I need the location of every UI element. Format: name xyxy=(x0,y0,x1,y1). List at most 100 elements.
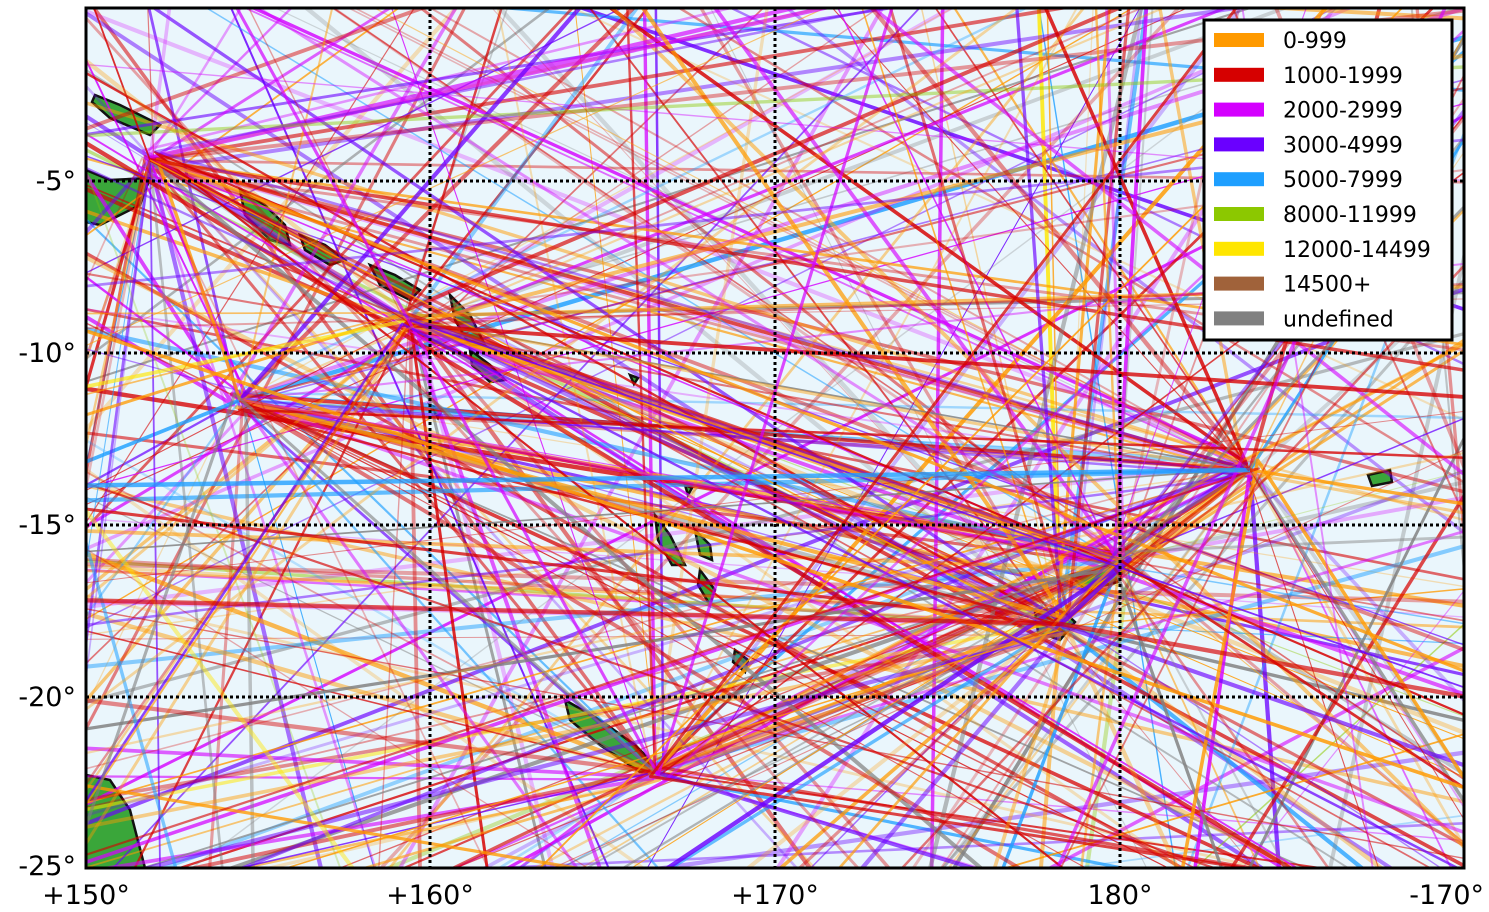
ship-track xyxy=(86,140,1294,868)
ship-track xyxy=(428,8,1251,471)
ship-track xyxy=(86,594,1267,868)
ship-track xyxy=(1241,589,1464,868)
ship-track xyxy=(1248,469,1464,805)
x-tick-label: +160° xyxy=(386,880,474,911)
ship-track xyxy=(667,623,1061,868)
ship-track xyxy=(86,113,1266,868)
ship-track xyxy=(900,263,1464,868)
land-small-1 xyxy=(627,372,640,387)
ship-track xyxy=(148,158,984,868)
ship-track xyxy=(148,8,172,161)
ship-track xyxy=(648,8,1255,868)
ship-track xyxy=(86,467,1251,488)
ship-track xyxy=(139,630,1064,868)
ship-track xyxy=(1328,247,1464,868)
ship-track xyxy=(418,8,1121,562)
ship-track xyxy=(86,482,1218,868)
ship-track xyxy=(86,507,1061,627)
ship-track xyxy=(1114,8,1287,868)
x-tick-label: +170° xyxy=(731,880,819,911)
ship-track xyxy=(86,507,356,868)
ship-track xyxy=(149,8,1143,632)
ship-track xyxy=(86,159,152,496)
ship-track xyxy=(262,8,769,868)
ship-track xyxy=(86,159,1259,477)
ship-track xyxy=(411,8,955,868)
ship-track xyxy=(86,608,1464,860)
ship-track xyxy=(869,8,1252,472)
ship-track xyxy=(86,328,1464,790)
legend-label: 0-999 xyxy=(1283,29,1347,54)
legend-label: 1000-1999 xyxy=(1283,64,1403,89)
ship-track xyxy=(255,8,1126,557)
ship-track xyxy=(86,167,342,868)
legend-label: undefined xyxy=(1283,307,1394,332)
ship-track xyxy=(237,461,1248,868)
ship-track xyxy=(86,8,765,665)
ship-track xyxy=(744,468,1252,868)
ship-track xyxy=(1113,468,1464,554)
ship-track xyxy=(1037,8,1062,626)
ship-track xyxy=(709,8,1148,868)
ship-track xyxy=(1094,8,1122,561)
ship-track xyxy=(86,631,1070,868)
x-tick-label: +150° xyxy=(42,880,130,911)
ship-track xyxy=(86,598,1464,699)
ship-track xyxy=(642,8,657,773)
y-axis-labels: -5° -10° -15° -20° -25° xyxy=(18,166,76,882)
x-tick-label: -170° xyxy=(1409,880,1484,911)
ship-track xyxy=(149,159,1059,868)
legend-swatch xyxy=(1214,207,1264,221)
ship-track xyxy=(86,159,151,366)
legend-label: 8000-11999 xyxy=(1283,203,1417,228)
ship-track xyxy=(570,8,1464,422)
ship-track xyxy=(155,157,1464,673)
ship-track xyxy=(1001,559,1122,868)
ship-track xyxy=(86,468,1251,817)
ship-track xyxy=(86,159,152,654)
ship-track xyxy=(1002,733,1464,868)
ship-track xyxy=(86,68,1350,868)
legend-swatch xyxy=(1214,172,1264,187)
legend-label: 5000-7999 xyxy=(1283,168,1403,193)
ship-track xyxy=(239,8,334,401)
y-tick-label: -20° xyxy=(18,682,76,713)
legend-swatch xyxy=(1214,276,1264,291)
ship-track xyxy=(409,319,1464,689)
ship-track xyxy=(86,166,1121,562)
y-tick-label: -25° xyxy=(18,851,76,882)
ship-track xyxy=(86,318,411,389)
ship-track xyxy=(86,328,408,847)
ship-track xyxy=(585,559,1121,868)
ship-track xyxy=(86,319,411,807)
ship-track xyxy=(243,397,1061,868)
ship-track xyxy=(1119,417,1464,561)
ship-track xyxy=(663,556,1132,868)
ship-track xyxy=(236,778,662,868)
ship-track xyxy=(239,8,955,401)
ship-track xyxy=(86,8,1254,383)
ship-track xyxy=(86,8,1019,711)
legend-swatch xyxy=(1214,137,1264,152)
legend-label: 14500+ xyxy=(1283,273,1371,298)
ship-track xyxy=(238,8,583,402)
ship-track xyxy=(1058,623,1366,868)
ship-track xyxy=(1119,470,1464,561)
ship-track xyxy=(86,156,489,868)
ship-track xyxy=(149,159,1432,868)
ship-track xyxy=(1249,469,1464,821)
ship-track xyxy=(86,536,178,868)
ship-track xyxy=(86,272,1253,626)
y-tick-label: -15° xyxy=(18,510,76,541)
ship-track xyxy=(86,8,401,237)
ship-track xyxy=(837,559,1121,868)
legend-swatch xyxy=(1214,102,1264,117)
ship-track xyxy=(86,698,656,775)
ship-track xyxy=(86,159,151,568)
ship-track xyxy=(469,822,1464,868)
legend-swatch xyxy=(1214,241,1264,256)
ship-track xyxy=(86,467,1260,856)
legend-label: 2000-2999 xyxy=(1283,99,1403,124)
ship-track xyxy=(149,159,161,868)
